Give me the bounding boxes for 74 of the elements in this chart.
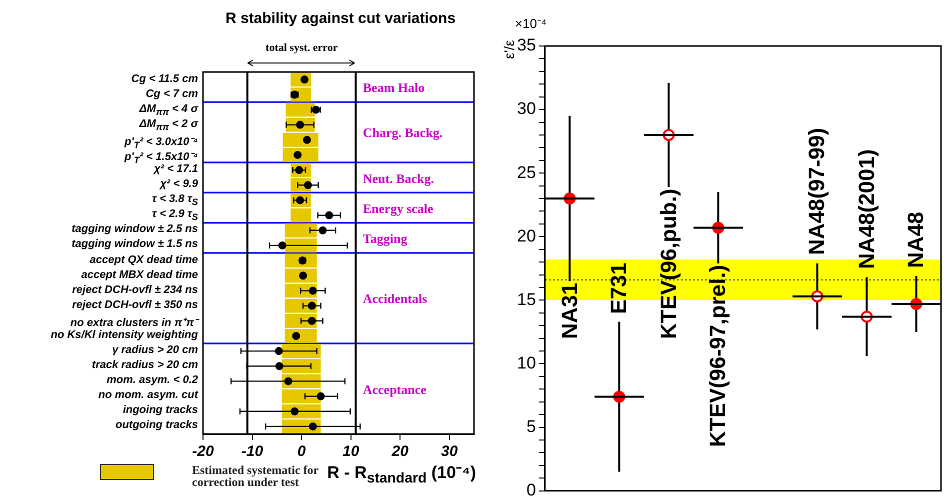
band-label: Energy scale: [362, 200, 434, 217]
x-tick-label: -20: [192, 443, 214, 460]
y-tick-label: accept QX dead time: [90, 254, 198, 266]
point: [274, 347, 283, 356]
text: Estimated systematic for correction under test: [192, 463, 318, 489]
category-label: NA48(97-99): [804, 128, 830, 256]
y-tick-label: no extra clusters in π⁺π⁻: [70, 316, 198, 329]
x-tick-label: 0: [297, 443, 306, 460]
point: [308, 302, 316, 310]
y-tick-label: 0: [526, 480, 536, 500]
y-axis-title: ε'/ε: [500, 40, 517, 59]
text: ×10⁻⁴: [514, 15, 547, 32]
point: [278, 241, 286, 250]
y-tick-label: 10: [516, 353, 536, 372]
y-tick-label: Cg < 11.5 cm: [131, 72, 198, 85]
band-label: Neut. Backg.: [362, 170, 434, 187]
point: [302, 136, 311, 144]
y-tick-label: ingoing tracks: [122, 404, 198, 416]
point: [308, 286, 317, 295]
point: [294, 150, 302, 159]
point: [275, 362, 284, 370]
point: [325, 211, 334, 220]
x-tick-label: 20: [390, 443, 410, 460]
point: [308, 316, 316, 325]
y-tick-label: ΔM$_{ππ}$ < 2 σ: [139, 118, 198, 132]
y-tick-label: 25: [516, 162, 536, 182]
y-tick-label: τ < 2.9 τ$_{S}$: [152, 208, 198, 222]
x-tick-label: 10: [342, 443, 360, 460]
y-tick-label: τ < 3.8 τ$_{S}$: [152, 193, 198, 208]
category-label: E731: [606, 262, 632, 314]
y-tick-label: tagging window ± 2.5 ns: [72, 223, 198, 236]
point: [316, 392, 325, 400]
category-label: NA31: [556, 282, 582, 340]
y-tick-label: 5: [526, 416, 536, 436]
y-tick-label: p'$_{T}$² < 3.0x10⁻⁴: [124, 134, 198, 150]
y-tick-label: 35: [516, 36, 536, 55]
point: [304, 181, 312, 190]
y-tick-label: accept MBX dead time: [81, 268, 198, 281]
point: [284, 377, 292, 386]
category-label: KTEV(96-97,prel.): [705, 265, 730, 448]
y-tick-label: γ radius > 20 cm: [112, 344, 198, 356]
x-tick-label: -10: [241, 443, 264, 460]
point: [308, 422, 317, 430]
text: total syst. error: [266, 42, 338, 54]
y-tick-label: p'$_{T}$² < 1.5x10⁻⁴: [124, 150, 198, 166]
y-tick-label: χ² < 9.9: [160, 178, 198, 190]
x-axis-title: R - R$_{standard}$ (10⁻⁴): [327, 462, 476, 486]
y-tick-label: Cg < 7 cm: [146, 88, 198, 100]
y-tick-label: χ² < 17.1: [154, 163, 198, 176]
y-tick-label: outgoing tracks: [115, 419, 198, 432]
y-tick-label: mom. asym. < 0.2: [106, 374, 198, 386]
y-tick-label: reject DCH-ovfl ± 234 ns: [72, 284, 198, 296]
y-tick-label: 30: [516, 99, 536, 118]
band-label: Beam Halo: [362, 80, 425, 96]
point: [292, 332, 300, 340]
y-tick-label: no Ks/Kl intensity weighting: [50, 328, 198, 341]
point: [318, 226, 327, 234]
band-label: Tagging: [362, 230, 408, 247]
band-label: Acceptance: [362, 382, 426, 398]
chart-title: R stability against cut variations: [225, 10, 456, 28]
point: [290, 407, 299, 416]
band-label: Charg. Backg.: [362, 125, 443, 142]
y-tick-label: no mom. asym. cut: [98, 389, 198, 402]
x-tick-label: 30: [441, 443, 458, 460]
category-label: NA48: [903, 212, 928, 268]
y-tick-label: 15: [516, 290, 536, 309]
category-label: KTEV(96,pub.): [656, 188, 681, 340]
y-tick-label: tagging window ± 1.5 ns: [72, 238, 198, 250]
y-tick-label: 20: [516, 226, 536, 246]
y-tick-label: track radius > 20 cm: [92, 359, 198, 372]
y-tick-label: reject DCH-ovfl ± 350 ns: [72, 298, 198, 311]
y-tick-label: ΔM$_{ππ}$ < 4 σ: [139, 102, 198, 117]
category-label: NA48(2001): [854, 149, 879, 270]
band-label: Accidentals: [362, 291, 428, 308]
